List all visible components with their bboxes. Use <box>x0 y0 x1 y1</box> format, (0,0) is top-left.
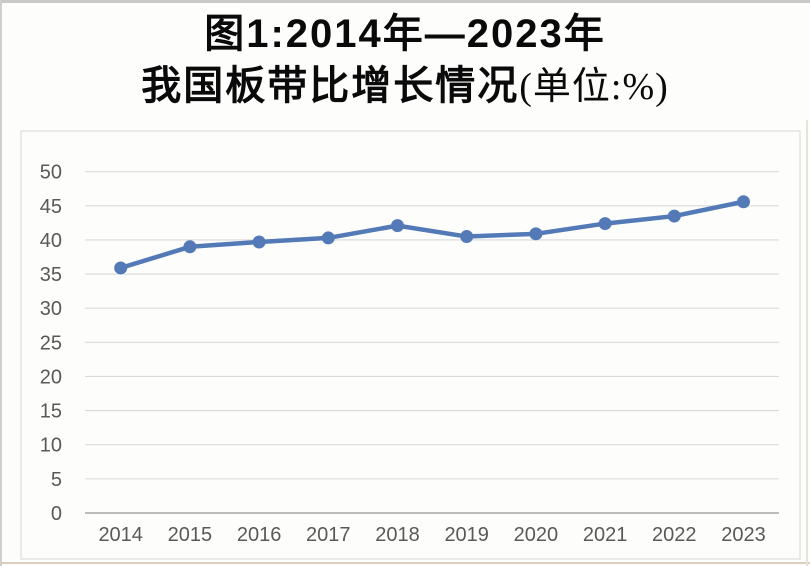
data-point-2020 <box>529 227 543 241</box>
y-tick-label-10: 10 <box>40 435 62 457</box>
data-point-2014 <box>114 261 128 275</box>
y-tick-label-30: 30 <box>40 298 62 320</box>
x-tick-label-2021: 2021 <box>583 524 628 546</box>
data-point-2023 <box>737 195 750 209</box>
data-point-2022 <box>667 209 681 223</box>
figure-title: 图1:2014年—2023年 我国板带比增长情况(单位:%) <box>0 8 810 113</box>
data-point-2021 <box>598 217 612 231</box>
x-tick-label-2014: 2014 <box>98 524 143 546</box>
x-tick-label-2019: 2019 <box>444 524 489 546</box>
figure-title-unit-label: (单位:%) <box>519 66 669 108</box>
y-tick-label-0: 0 <box>51 503 62 525</box>
x-tick-label-2022: 2022 <box>652 524 697 546</box>
y-tick-label-5: 5 <box>51 469 62 491</box>
figure-title-line1: 图1:2014年—2023年 <box>204 12 606 56</box>
x-tick-label-2020: 2020 <box>514 524 559 546</box>
x-tick-label-2015: 2015 <box>168 524 213 546</box>
x-tick-label-2023: 2023 <box>721 524 766 546</box>
y-tick-label-25: 25 <box>40 332 62 354</box>
figure-title-line2: 我国板带比增长情况(单位:%) <box>0 60 810 113</box>
y-tick-label-40: 40 <box>40 230 62 252</box>
data-point-2019 <box>460 230 474 244</box>
y-tick-label-50: 50 <box>40 162 62 184</box>
x-tick-label-2017: 2017 <box>306 524 351 546</box>
data-point-2015 <box>183 240 197 254</box>
data-point-2016 <box>252 235 266 249</box>
figure-title-line2-main: 我国板带比增长情况 <box>141 64 520 108</box>
data-line <box>118 199 746 271</box>
data-point-2018 <box>391 219 404 233</box>
y-tick-label-35: 35 <box>40 264 62 286</box>
x-tick-label-2016: 2016 <box>237 524 282 546</box>
y-tick-label-20: 20 <box>40 366 62 388</box>
y-tick-label-45: 45 <box>40 196 62 218</box>
y-tick-label-15: 15 <box>40 401 62 423</box>
x-tick-label-2018: 2018 <box>375 524 420 546</box>
chart-frame <box>20 130 801 560</box>
data-point-2017 <box>321 231 335 245</box>
